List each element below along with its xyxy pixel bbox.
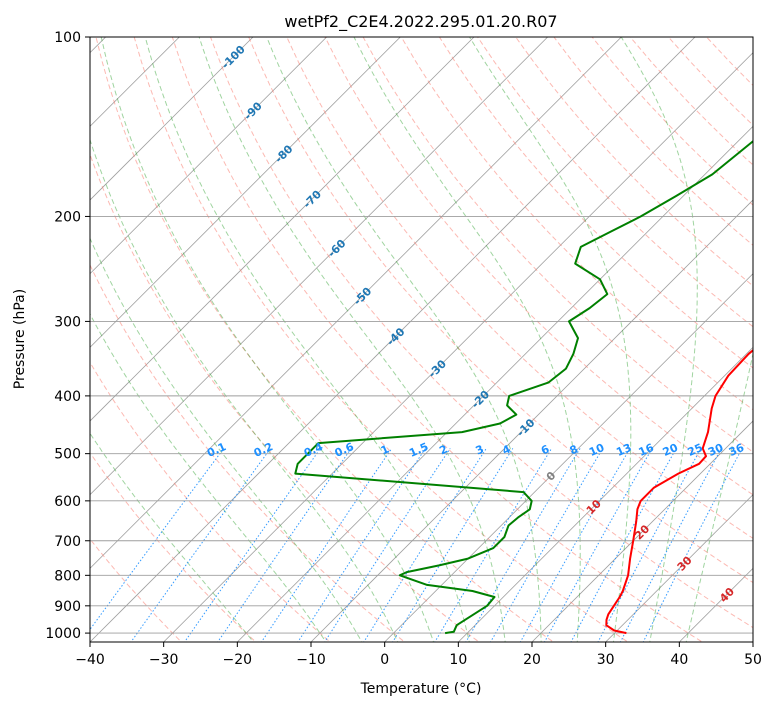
mixing-ratio-line [597, 448, 702, 642]
isotherm-line [163, 52, 753, 642]
moist-adiabat [100, 37, 435, 642]
y-tick-label: 200 [54, 209, 81, 225]
mixing-ratio-line [519, 448, 631, 642]
isotherm-line [605, 494, 753, 642]
isotherm-line [90, 37, 254, 201]
dry-adiabat [90, 263, 406, 642]
dry-adiabat [90, 361, 331, 642]
moist-adiabat [144, 37, 470, 642]
isotherm-line [90, 37, 696, 642]
mixing-ratio-label: 25 [686, 441, 705, 459]
isotherm-line [236, 125, 753, 642]
x-tick-label: −10 [296, 652, 326, 668]
y-tick-label: 900 [54, 599, 81, 615]
dry-adiabat [95, 37, 555, 642]
mixing-ratio-label: 30 [706, 441, 726, 459]
mixing-ratio-label: 10 [587, 441, 607, 459]
isotherm-line [531, 420, 753, 642]
isotherm-line [384, 273, 753, 642]
mixing-ratio-line [217, 448, 352, 642]
x-axis-ticks: −40 −30 −20 −10 0 10 20 30 40 50 [75, 642, 762, 668]
isotherm-line [90, 37, 475, 422]
mixing-ratio-line [363, 448, 487, 642]
x-tick-label: 50 [744, 652, 762, 668]
y-tick-label: 700 [54, 534, 81, 550]
dry-adiabat [400, 37, 753, 411]
mixing-ratio-label: 20 [661, 441, 681, 459]
dry-adiabat [324, 37, 753, 496]
mixing-ratio-label: 16 [637, 441, 657, 459]
dry-adiabat [90, 538, 183, 642]
isotherm-line [457, 346, 753, 642]
dry-adiabat [90, 451, 257, 642]
moist-adiabat [90, 138, 399, 642]
moist-adiabat [198, 37, 506, 642]
chart-title: wetPf2_C2E4.2022.295.01.20.R07 [284, 12, 557, 32]
mixing-ratio-line [130, 448, 272, 642]
mixing-ratio-line [184, 448, 321, 642]
y-tick-label: 300 [54, 314, 81, 330]
y-tick-label: 600 [54, 494, 81, 510]
x-tick-label: 20 [523, 652, 541, 668]
isotherm-line [90, 37, 328, 275]
mixing-ratio-line [260, 448, 393, 642]
x-tick-label: −30 [149, 652, 179, 668]
mixing-ratio-line [324, 448, 451, 642]
moist-adiabat [266, 37, 542, 642]
mixing-ratio-line [465, 448, 581, 642]
x-axis-label: Temperature (°C) [360, 681, 482, 697]
plot-frame [89, 36, 754, 643]
data-series [294, 139, 753, 635]
y-tick-label: 100 [54, 30, 81, 46]
isotherm-line [310, 199, 753, 642]
dry-adiabat [210, 37, 753, 629]
dry-adiabat [515, 37, 753, 287]
isotherm-line [90, 37, 622, 569]
dry-adiabat [248, 37, 753, 584]
x-tick-label: −40 [75, 652, 105, 668]
moist-adiabat [469, 37, 632, 642]
y-tick-label: 1000 [45, 626, 81, 642]
x-tick-label: 40 [670, 652, 688, 668]
mixing-ratio-label: 36 [727, 441, 747, 459]
dewpoint-profile-line [294, 139, 753, 635]
moist-adiabat [90, 432, 255, 642]
y-tick-label: 500 [54, 447, 81, 463]
x-tick-label: 30 [597, 652, 615, 668]
dry-adiabat [90, 152, 480, 642]
dry-adiabat [133, 37, 629, 642]
mixing-ratio-line [543, 448, 653, 642]
x-tick-label: 10 [449, 652, 467, 668]
y-axis-ticks: 100 200 300 400 500 600 700 800 900 1000 [45, 30, 90, 642]
dry-adiabat [438, 37, 753, 369]
mixing-ratio-line [297, 448, 426, 642]
mixing-ratio-line [392, 448, 514, 642]
moist-adiabat [90, 237, 363, 642]
y-tick-label: 400 [54, 389, 81, 405]
moist-adiabat [90, 312, 327, 642]
moist-adiabat [685, 351, 753, 642]
moist-adiabat [620, 37, 698, 642]
mixing-ratio-label: 13 [614, 441, 633, 459]
mixing-ratio-line [570, 448, 677, 642]
y-tick-label: 800 [54, 568, 81, 584]
isotherm-line [90, 37, 401, 348]
isotherm-line [90, 37, 549, 496]
x-tick-label: −20 [223, 652, 253, 668]
x-tick-label: 0 [380, 652, 389, 668]
mixing-ratio-line [489, 448, 604, 642]
temperature-profile-line [605, 349, 753, 635]
y-axis-label: Pressure (hPa) [12, 289, 28, 389]
